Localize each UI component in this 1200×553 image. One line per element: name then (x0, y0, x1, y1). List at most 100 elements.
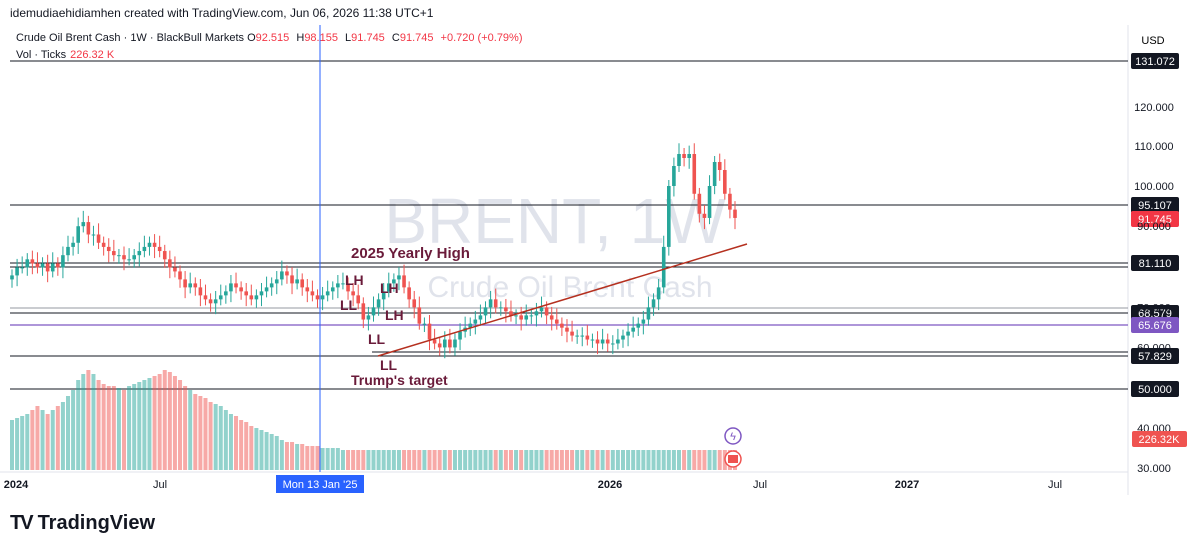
candle-body[interactable] (600, 339, 605, 344)
candle-body[interactable] (356, 295, 361, 304)
candle-body[interactable] (478, 315, 483, 320)
candle-body[interactable] (208, 299, 213, 304)
candle-body[interactable] (442, 339, 447, 348)
candle-body[interactable] (76, 226, 80, 243)
candle-body[interactable] (127, 259, 131, 261)
candle-body[interactable] (91, 234, 96, 236)
candle-body[interactable] (661, 246, 666, 288)
candle-body[interactable] (611, 343, 615, 345)
candle-body[interactable] (249, 295, 254, 300)
candle-body[interactable] (168, 259, 172, 268)
candle-body[interactable] (509, 311, 513, 316)
candle-body[interactable] (412, 299, 417, 308)
candle-body[interactable] (381, 291, 386, 300)
candle-body[interactable] (432, 339, 437, 344)
candle-body[interactable] (682, 154, 686, 158)
candle-body[interactable] (112, 251, 116, 256)
candle-body[interactable] (173, 267, 177, 272)
candle-body[interactable] (61, 255, 65, 268)
candle-body[interactable] (641, 319, 646, 324)
chart-annotation[interactable]: LH (380, 280, 399, 296)
candle-body[interactable] (122, 255, 126, 260)
chart-annotation[interactable]: LH (385, 307, 404, 323)
candle-body[interactable] (590, 339, 595, 341)
candle-body[interactable] (488, 299, 493, 308)
candle-body[interactable] (386, 283, 391, 292)
candle-body[interactable] (529, 315, 534, 317)
candle-body[interactable] (646, 307, 651, 320)
candle-body[interactable] (310, 291, 315, 296)
candle-body[interactable] (361, 303, 366, 320)
candle-body[interactable] (162, 251, 167, 260)
candle-body[interactable] (504, 307, 508, 312)
candle-body[interactable] (30, 259, 35, 264)
candle-body[interactable] (723, 170, 727, 194)
candle-body[interactable] (269, 283, 274, 288)
candle-body[interactable] (40, 263, 45, 268)
candle-body[interactable] (152, 242, 157, 247)
candle-body[interactable] (651, 299, 656, 308)
candle-body[interactable] (692, 154, 697, 194)
candle-body[interactable] (183, 279, 187, 288)
candle-body[interactable] (616, 339, 620, 344)
candle-body[interactable] (427, 323, 432, 340)
chart-annotation[interactable]: LL (368, 331, 386, 347)
candle-body[interactable] (575, 335, 579, 337)
lightning-icon[interactable] (724, 427, 742, 445)
chart-annotation[interactable]: 2025 Yearly High (351, 245, 470, 262)
candle-body[interactable] (468, 323, 473, 328)
candle-body[interactable] (66, 246, 70, 256)
candle-body[interactable] (341, 283, 345, 285)
candle-body[interactable] (677, 154, 681, 166)
candle-body[interactable] (631, 327, 635, 332)
candle-body[interactable] (274, 279, 279, 284)
candle-body[interactable] (280, 271, 284, 280)
candle-body[interactable] (315, 295, 320, 300)
candle-body[interactable] (402, 275, 406, 288)
candle-body[interactable] (565, 327, 569, 332)
tradingview-brand[interactable]: TV TradingView (10, 512, 155, 535)
candle-body[interactable] (285, 271, 289, 276)
candle-body[interactable] (498, 307, 503, 309)
candle-body[interactable] (224, 291, 228, 296)
candle-body[interactable] (178, 271, 182, 280)
candle-body[interactable] (458, 331, 462, 340)
candle-body[interactable] (71, 242, 75, 247)
candle-body[interactable] (697, 193, 702, 214)
candle-body[interactable] (346, 283, 350, 292)
candle-body[interactable] (137, 251, 142, 256)
candle-body[interactable] (157, 246, 162, 252)
candle-body[interactable] (422, 323, 427, 325)
candle-body[interactable] (493, 299, 498, 308)
candle-body[interactable] (193, 283, 198, 288)
candle-body[interactable] (35, 263, 40, 268)
candle-body[interactable] (707, 186, 712, 218)
candle-body[interactable] (325, 291, 330, 296)
candle-body[interactable] (295, 279, 299, 284)
candle-body[interactable] (437, 343, 442, 348)
candle-body[interactable] (188, 283, 193, 288)
candle-body[interactable] (198, 287, 203, 296)
candle-body[interactable] (45, 263, 50, 272)
candle-body[interactable] (702, 213, 707, 218)
candle-body[interactable] (407, 287, 411, 300)
candle-body[interactable] (300, 279, 305, 288)
candle-body[interactable] (728, 193, 732, 210)
candle-body[interactable] (392, 279, 396, 284)
chart-annotation[interactable]: LL (380, 357, 398, 373)
candle-body[interactable] (733, 209, 737, 218)
candle-body[interactable] (25, 259, 30, 268)
candle-body[interactable] (254, 295, 259, 300)
candle-body[interactable] (448, 339, 452, 348)
candle-body[interactable] (717, 162, 722, 170)
candle-body[interactable] (320, 295, 325, 300)
candle-body[interactable] (15, 267, 19, 276)
candle-body[interactable] (366, 315, 371, 320)
candle-body[interactable] (626, 331, 630, 336)
symbol-title[interactable]: Crude Oil Brent Cash · 1W · BlackBull Ma… (16, 32, 245, 44)
candle-body[interactable] (580, 335, 585, 337)
candle-body[interactable] (132, 255, 136, 260)
candle-body[interactable] (473, 319, 478, 324)
candle-body[interactable] (10, 275, 14, 280)
